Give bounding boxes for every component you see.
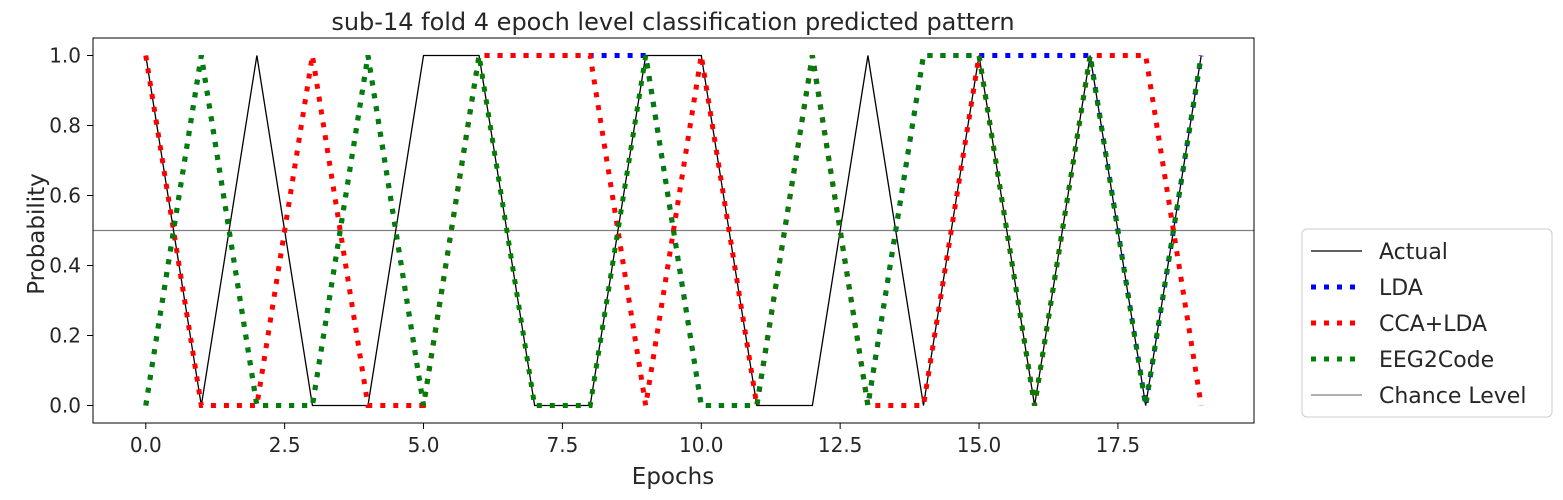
x-tick-label: 5.0 (408, 433, 440, 457)
x-tick-label: 7.5 (546, 433, 578, 457)
legend-box (1301, 228, 1553, 418)
y-tick-label: 0.0 (49, 394, 81, 418)
x-tick-label: 10.0 (679, 433, 724, 457)
chart-title: sub-14 fold 4 epoch level classification… (331, 8, 1014, 36)
legend-label-chance-level: Chance Level (1379, 384, 1526, 409)
y-tick-label: 0.4 (49, 254, 81, 278)
y-tick-label: 1.0 (49, 44, 81, 68)
y-axis-label: Probability (24, 173, 50, 295)
legend-label-cca-lda: CCA+LDA (1379, 312, 1487, 337)
series-eeg2code-line (143, 53, 1204, 408)
x-axis-label: Epochs (632, 464, 714, 490)
legend-label-lda: LDA (1379, 276, 1423, 301)
x-tick-label: 12.5 (818, 433, 863, 457)
y-axis: 0.0 0.2 0.4 0.6 0.8 1.0 (49, 44, 93, 418)
x-tick-label: 2.5 (269, 433, 301, 457)
x-tick-label: 15.0 (957, 433, 1002, 457)
x-tick-label: 0.0 (130, 433, 162, 457)
plot-frame (92, 37, 1255, 424)
plot-area (92, 37, 1255, 424)
legend: Actual LDA CCA+LDA EEG2Code Chance Level (1301, 228, 1553, 418)
y-tick-label: 0.6 (49, 184, 81, 208)
x-axis: 0.0 2.5 5.0 7.5 10.0 12.5 15.0 17.5 (130, 423, 1140, 457)
legend-label-actual: Actual (1379, 240, 1448, 265)
y-tick-label: 0.8 (49, 114, 81, 138)
legend-label-eeg2code: EEG2Code (1379, 348, 1494, 373)
series-actual-line (145, 54, 1202, 407)
x-tick-label: 17.5 (1096, 433, 1141, 457)
series-cca-lda-line (143, 53, 1204, 408)
y-tick-label: 0.2 (49, 324, 81, 348)
